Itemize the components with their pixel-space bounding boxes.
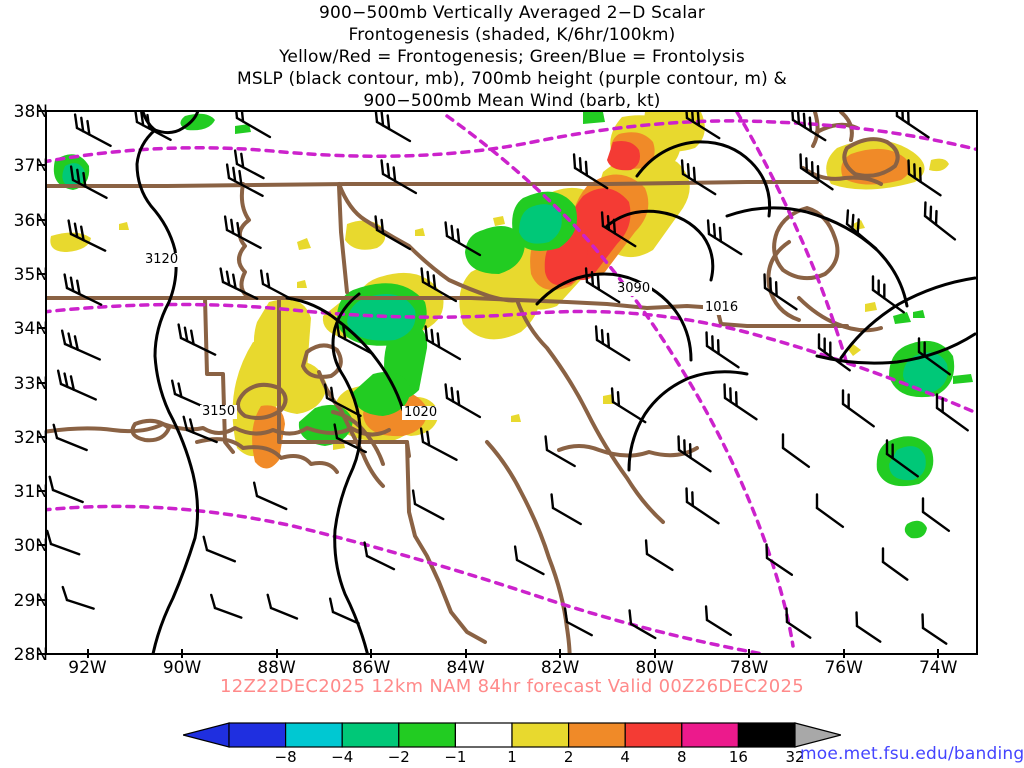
- latitude-tick: [37, 435, 46, 438]
- contour-label-1016: 1016: [703, 300, 741, 315]
- colorbar-tick-4: 4: [620, 748, 630, 766]
- latitude-tick: [37, 544, 46, 547]
- colorbar-swatch: [568, 722, 626, 748]
- wind-barbs: [47, 112, 969, 645]
- contour-label-1020: 1020: [402, 405, 440, 420]
- title-line-5: 900−500mb Mean Wind (barb, kt): [363, 91, 661, 111]
- title-line-1: 900−500mb Vertically Averaged 2−D Scalar: [319, 3, 705, 23]
- longitude-tick: [559, 649, 562, 658]
- latitude-tick: [37, 327, 46, 330]
- latitude-tick: [37, 164, 46, 167]
- longitude-tick: [653, 649, 656, 658]
- latitude-tick: [37, 598, 46, 601]
- latitude-tick-label: 34N: [13, 319, 48, 340]
- latitude-tick-label: 30N: [13, 536, 48, 557]
- colorbar-tick-16: 16: [728, 748, 748, 766]
- title-line-4: MSLP (black contour, mb), 700mb height (…: [236, 69, 788, 89]
- colorbar-swatch: [398, 722, 457, 748]
- latitude-tick-label: 33N: [13, 373, 48, 394]
- colorbar-tick-1: 1: [507, 748, 517, 766]
- latitude-tick-label: 35N: [13, 264, 48, 285]
- colorbar-over-arrow: [794, 722, 841, 748]
- colorbar-under-arrow: [183, 722, 230, 748]
- colorbar-swatch: [284, 722, 343, 748]
- map-plot-area[interactable]: 312031503090101610201020: [45, 110, 978, 655]
- colorbar-tick-8: 8: [677, 748, 687, 766]
- latitude-tick: [37, 218, 46, 221]
- colorbar-swatch: [341, 722, 400, 748]
- longitude-tick-label: 86W: [351, 658, 391, 678]
- longitude-tick: [464, 649, 467, 658]
- title-line-3: Yellow/Red = Frontogenesis; Green/Blue =…: [279, 47, 745, 67]
- longitude-tick: [748, 649, 751, 658]
- latitude-tick: [37, 490, 46, 493]
- longitude-tick: [275, 649, 278, 658]
- latitude-tick-label: 29N: [13, 590, 48, 611]
- height-contours-700mb: [47, 112, 976, 653]
- longitude-tick: [86, 649, 89, 658]
- chart-title: 900−500mb Vertically Averaged 2−D Scalar…: [0, 2, 1024, 112]
- colorbar-tick--2: −2: [387, 748, 410, 766]
- longitude-tick-label: 78W: [729, 658, 769, 678]
- longitude-tick: [937, 649, 940, 658]
- latitude-tick-label: 36N: [13, 210, 48, 231]
- longitude-tick: [181, 649, 184, 658]
- map-canvas: [47, 112, 976, 653]
- longitude-tick-label: 82W: [540, 658, 580, 678]
- colorbar-tick--8: −8: [274, 748, 297, 766]
- colorbar-tick--4: −4: [331, 748, 354, 766]
- longitude-tick-label: 88W: [257, 658, 296, 678]
- longitude-tick-label: 74W: [918, 658, 958, 678]
- longitude-tick: [370, 649, 373, 658]
- colorbar-tick-32: 32: [785, 748, 805, 766]
- contour-label-3090: 3090: [615, 281, 653, 296]
- colorbar-swatch: [681, 722, 739, 748]
- latitude-tick-label: 38N: [13, 102, 48, 122]
- latitude-axis: 38N 37N 36N 35N 34N 33N 32N 31N 30N 29N 28N: [0, 0, 48, 768]
- title-line-2: Frontogenesis (shaded, K/6hr/100km): [348, 25, 676, 45]
- latitude-tick: [37, 272, 46, 275]
- longitude-axis: 92W 90W 88W 86W 84W 82W 80W 78W 76W 74W: [0, 649, 1024, 684]
- forecast-subtitle: 12Z22DEC2025 12km NAM 84hr forecast Vali…: [219, 676, 805, 697]
- colorbar-swatch: [737, 722, 796, 748]
- source-watermark: moe.met.fsu.edu/banding: [800, 744, 1024, 764]
- colorbar-swatch: [624, 722, 683, 748]
- contour-label-3120: 3120: [143, 252, 181, 267]
- latitude-tick: [37, 381, 46, 384]
- contour-label-3150: 3150: [200, 404, 238, 419]
- colorbar[interactable]: −8 −4 −2 −1 1 2 4 8 16 32: [0, 722, 1024, 768]
- latitude-tick-label: 37N: [13, 156, 48, 177]
- latitude-tick: [37, 110, 46, 112]
- mslp-contours: [135, 112, 976, 653]
- latitude-tick-label: 32N: [13, 427, 48, 448]
- longitude-tick-label: 90W: [162, 658, 202, 678]
- state-boundaries: [47, 112, 900, 653]
- colorbar-swatch: [511, 722, 570, 748]
- latitude-tick: [37, 653, 46, 655]
- latitude-tick-label: 31N: [13, 482, 48, 503]
- colorbar-tick--1: −1: [444, 748, 467, 766]
- colorbar-swatch: [454, 722, 513, 748]
- latitude-tick-label: 28N: [13, 645, 48, 665]
- colorbar-swatch: [228, 722, 287, 748]
- longitude-tick-label: 92W: [68, 658, 107, 678]
- colorbar-tick-2: 2: [563, 748, 574, 766]
- longitude-tick: [842, 649, 845, 658]
- colorbar-swatches[interactable]: [183, 722, 841, 748]
- longitude-tick-label: 84W: [446, 658, 485, 678]
- longitude-tick-label: 76W: [824, 658, 863, 678]
- longitude-tick-label: 80W: [635, 658, 674, 678]
